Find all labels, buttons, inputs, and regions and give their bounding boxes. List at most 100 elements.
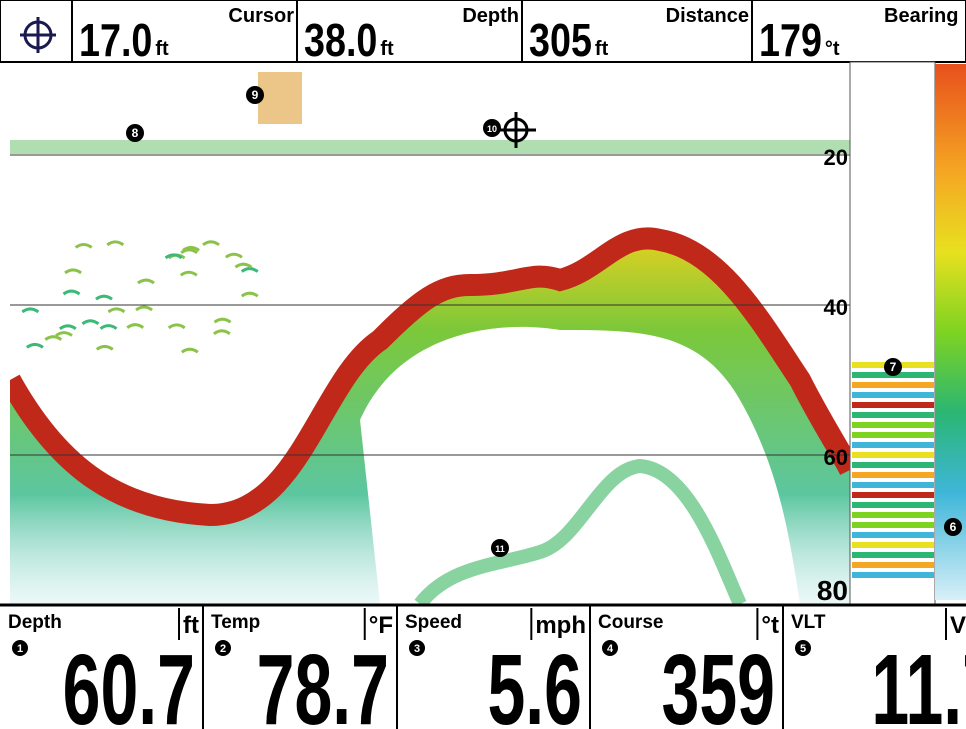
readout-marker: 5 — [800, 643, 806, 655]
flasher-stripe — [852, 522, 934, 528]
fish-arch — [212, 329, 231, 336]
callout-circle — [944, 518, 962, 536]
fish-arch — [99, 324, 118, 330]
readout-label: Speed — [405, 612, 462, 633]
fish-arch — [58, 324, 77, 331]
fish-arch — [106, 240, 125, 247]
readout-marker: 3 — [414, 643, 420, 655]
crosshair-icon — [20, 17, 56, 53]
readout-value: 60.7 — [63, 635, 195, 729]
readout-marker: 4 — [607, 643, 614, 655]
surface-clutter — [10, 140, 850, 154]
bottom-line — [10, 227, 850, 527]
flasher-stripe — [852, 402, 934, 408]
flasher-stripe — [852, 562, 934, 568]
callout-number: 10 — [487, 124, 497, 134]
flasher-stripe — [852, 552, 934, 558]
fish-arch — [55, 331, 73, 337]
fish-arch — [179, 270, 198, 277]
fish-arch — [21, 307, 40, 314]
readout-marker-circle — [602, 640, 618, 656]
depth-label: 80 — [817, 575, 848, 606]
fish-arch — [62, 289, 81, 296]
flasher-stripe — [852, 432, 934, 438]
readout-label: Temp — [211, 612, 260, 633]
fish-arch — [81, 319, 100, 326]
fish-arch — [202, 240, 220, 247]
cursor-crosshair — [498, 112, 536, 148]
flasher-stripe — [852, 442, 934, 448]
field-unit: °t — [825, 38, 840, 60]
top-bar — [0, 0, 966, 63]
clear-area — [360, 326, 800, 604]
fish-arch — [225, 252, 243, 259]
fish-arch — [234, 262, 253, 269]
field-value: 305 — [529, 14, 592, 65]
flasher-stripe — [852, 502, 934, 508]
callout-number: 9 — [252, 88, 259, 102]
fish-arch — [135, 305, 153, 312]
fish-arch — [180, 347, 199, 354]
flasher-stripe — [852, 542, 934, 548]
flasher-stripe — [852, 392, 934, 398]
readout-unit: °F — [369, 612, 393, 639]
readout-value: 359 — [662, 635, 775, 729]
fish-arch — [64, 268, 82, 275]
flasher-stripe — [852, 382, 934, 388]
flasher-stripe — [852, 422, 934, 428]
readout-marker-circle — [12, 640, 28, 656]
field-unit: ft — [595, 38, 609, 60]
readout-marker: 2 — [220, 643, 226, 655]
readout-unit: mph — [535, 612, 586, 639]
flasher-stripe — [852, 452, 934, 458]
flasher-stripe — [852, 492, 934, 498]
readout-unit: V — [950, 612, 966, 639]
field-label: Cursor — [228, 5, 294, 27]
readout-unit: °t — [761, 612, 779, 639]
sonar-graph — [10, 72, 850, 604]
readout-marker: 1 — [17, 643, 23, 655]
fish-arch — [164, 253, 183, 260]
fish-arch — [240, 291, 259, 298]
flasher-stripe — [852, 462, 934, 468]
fish-arch — [74, 242, 93, 249]
readout-label: Course — [598, 612, 663, 633]
bait-ball — [258, 72, 302, 124]
readout-marker-circle — [215, 640, 231, 656]
field-value: 38.0 — [304, 14, 377, 65]
flasher-stripe — [852, 472, 934, 478]
field-label: Depth — [462, 5, 519, 27]
readout-marker-circle — [409, 640, 425, 656]
field-label: Distance — [666, 5, 749, 27]
flasher-stripe — [852, 532, 934, 538]
fish-arch — [240, 267, 259, 273]
field-value: 179 — [759, 14, 822, 65]
fish-arch — [26, 342, 44, 349]
depth-label: 60 — [824, 445, 848, 470]
field-value: 17.0 — [79, 14, 152, 65]
fish-arch — [180, 248, 199, 255]
fish-arch — [167, 323, 186, 330]
flasher-stripe — [852, 572, 934, 578]
callout-circle — [491, 539, 509, 557]
flasher-stripe — [852, 512, 934, 518]
fish-arch — [213, 317, 232, 324]
callout-number: 8 — [132, 126, 139, 140]
fish-arch — [95, 344, 114, 351]
flasher-stripe — [852, 482, 934, 488]
readout-label: Depth — [8, 612, 62, 633]
readout-unit: ft — [183, 612, 199, 639]
fish-arch — [107, 307, 126, 314]
callout-number: 6 — [950, 520, 957, 534]
depth-label: 40 — [824, 295, 848, 320]
fish-arch — [126, 323, 145, 329]
fish-arch — [44, 335, 63, 341]
field-label: Bearing — [884, 5, 958, 27]
callout-circle — [126, 124, 144, 142]
readout-value: 5.6 — [487, 635, 582, 729]
second-return — [414, 458, 747, 604]
fish-arch — [137, 278, 155, 285]
callout-number: 11 — [495, 544, 505, 554]
